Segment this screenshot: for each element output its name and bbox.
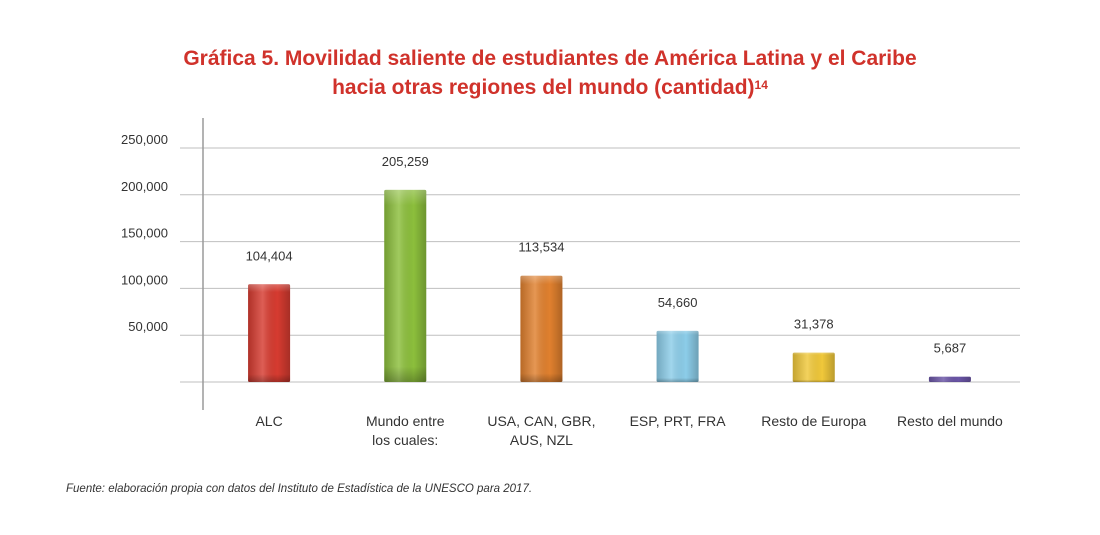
data-label: 31,378 (794, 317, 834, 332)
x-tick-label: Mundo entre los cuales: (366, 413, 445, 448)
bar-highlight (928, 376, 971, 382)
data-label: 5,687 (934, 341, 967, 356)
y-tick-label: 200,000 (121, 179, 168, 194)
data-label: 104,404 (246, 248, 293, 263)
bar-highlight (520, 275, 563, 382)
x-tick-label-line: Resto de Europa (761, 413, 866, 429)
x-tick-label: Resto de Europa (761, 413, 866, 429)
bar-highlight (248, 284, 291, 382)
x-tick-label-line: ALC (255, 413, 282, 429)
bar-layer (248, 189, 971, 382)
y-tick-label: 100,000 (121, 272, 168, 287)
x-tick-label-line: Mundo entre (366, 413, 445, 429)
x-tick-label-line: ESP, PRT, FRA (630, 413, 727, 429)
x-tick-label-line: USA, CAN, GBR, (487, 413, 595, 429)
data-label: 113,534 (518, 240, 564, 255)
footnote-mark: 14 (754, 78, 768, 92)
y-tick-label: 50,000 (128, 319, 168, 334)
x-tick-label: Resto del mundo (897, 413, 1003, 429)
data-label: 54,660 (658, 295, 698, 310)
label-layer: 50,000 100,000 150,000 200,000 250,000 104,40… (121, 132, 1003, 448)
y-tick-label: 150,000 (121, 226, 168, 241)
chart-title-line2: hacia otras regiones del mundo (cantidad… (0, 73, 1100, 102)
bar-highlight (792, 352, 835, 382)
x-tick-label: ESP, PRT, FRA (630, 413, 727, 429)
y-tick-label: 250,000 (121, 132, 168, 147)
x-tick-label: USA, CAN, GBR, AUS, NZL (487, 413, 595, 448)
chart-title-line1: Gráfica 5. Movilidad saliente de estudia… (183, 47, 917, 70)
bar-highlight (656, 330, 699, 382)
bar-highlight (384, 189, 427, 382)
data-label: 205,259 (382, 154, 429, 169)
x-tick-label: ALC (255, 413, 282, 429)
x-tick-label-line: Resto del mundo (897, 413, 1003, 429)
chart-title: Gráfica 5. Movilidad saliente de estudia… (0, 44, 1100, 102)
x-tick-label-line: AUS, NZL (510, 432, 573, 448)
grid-layer (180, 147, 1020, 383)
chart-title-line2-text: hacia otras regiones del mundo (cantidad… (332, 76, 755, 99)
x-tick-label-line: los cuales: (372, 432, 438, 448)
source-note: Fuente: elaboración propia con datos del… (66, 483, 533, 495)
